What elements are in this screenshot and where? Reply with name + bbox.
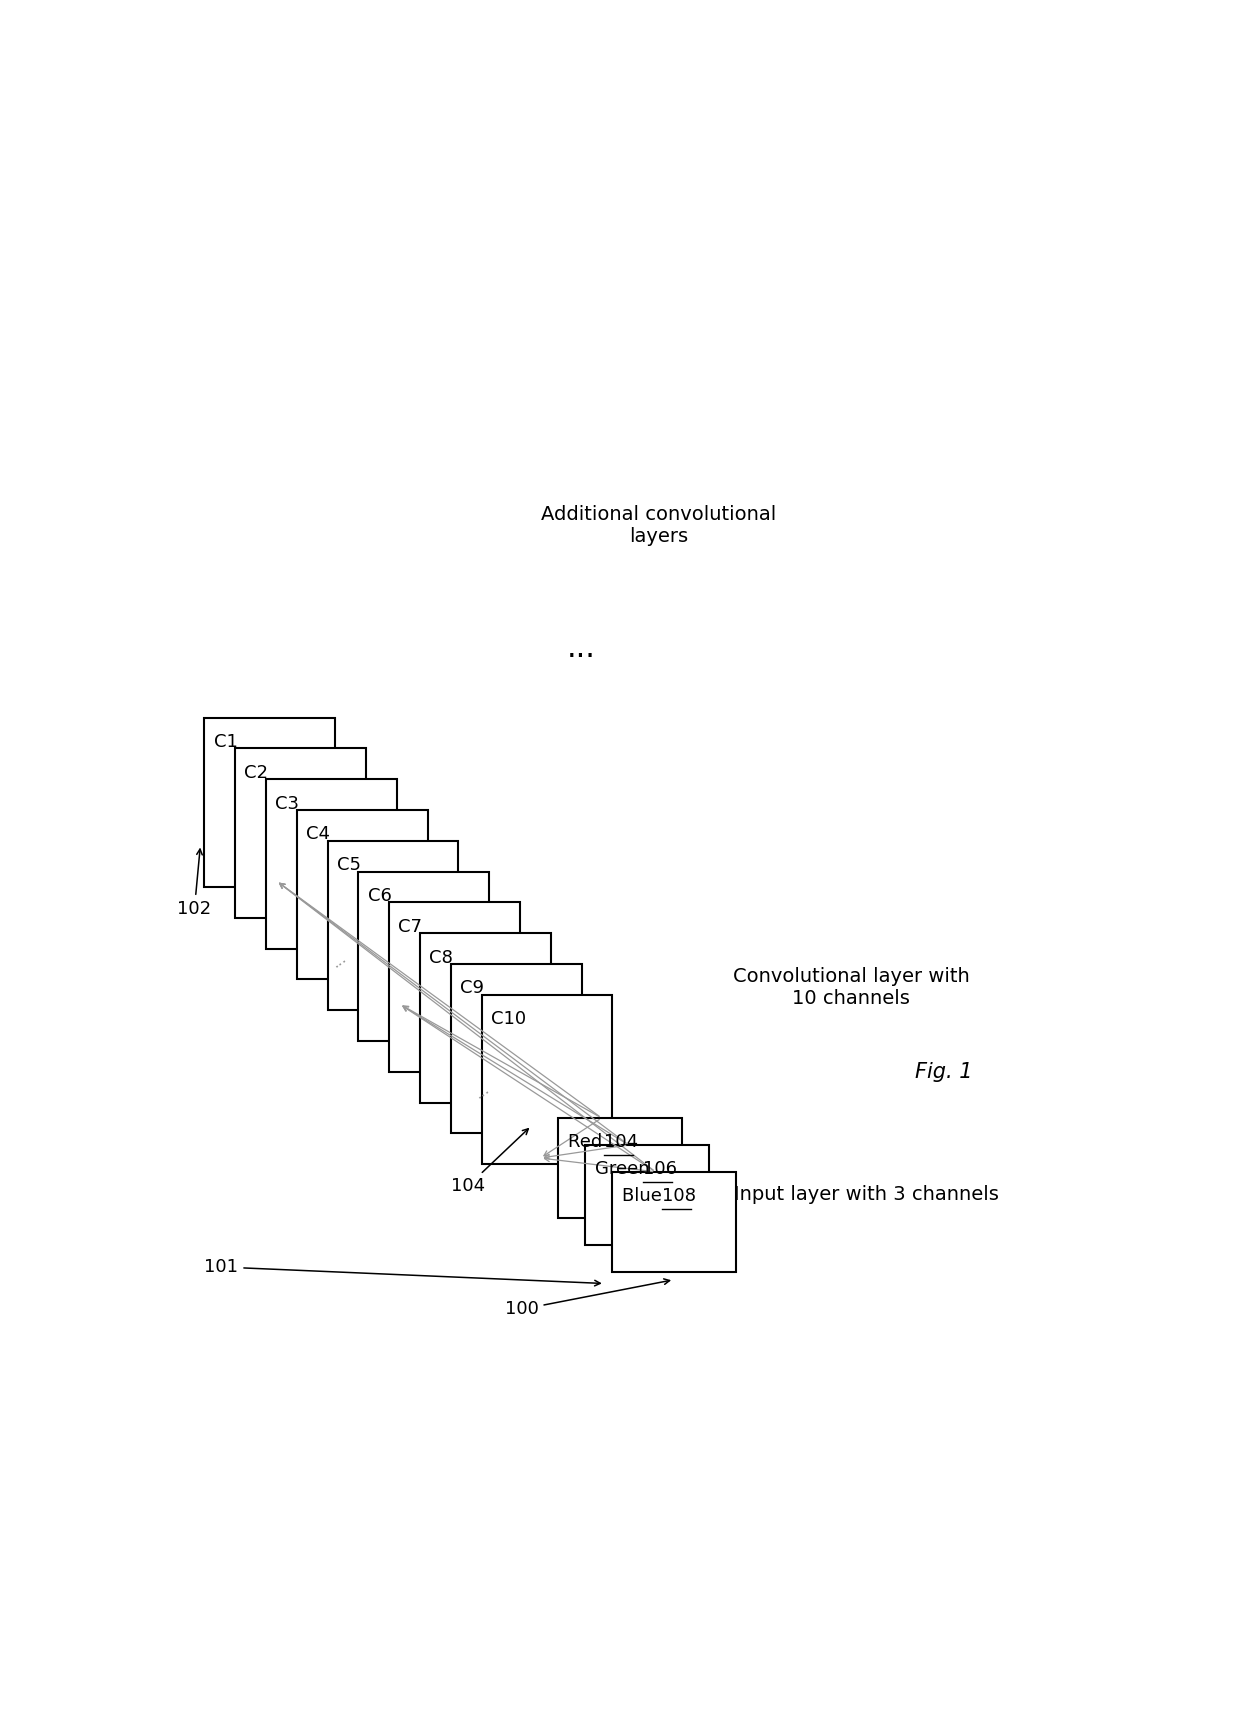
Text: C6: C6 [367,887,392,906]
Bar [613,1173,735,1271]
Text: C3: C3 [275,795,299,812]
Text: 101: 101 [205,1257,600,1285]
Bar [265,779,397,949]
Text: ...: ... [567,634,596,663]
Text: C4: C4 [306,826,330,843]
Bar [296,811,428,979]
Text: C7: C7 [398,918,423,935]
Text: C9: C9 [460,979,484,998]
Text: Fig. 1: Fig. 1 [915,1062,972,1082]
Bar [358,871,490,1041]
Bar [327,840,459,1010]
Bar [558,1117,682,1218]
Text: C5: C5 [337,856,361,875]
Bar [389,902,520,1072]
Text: C2: C2 [244,764,268,781]
Text: Blue: Blue [621,1186,667,1205]
Text: 106: 106 [644,1160,677,1178]
Text: Green: Green [595,1160,655,1178]
Text: C8: C8 [429,949,453,966]
Text: Red: Red [568,1133,608,1152]
Bar [585,1145,708,1245]
Text: Convolutional layer with
10 channels: Convolutional layer with 10 channels [733,966,970,1008]
Text: ...: ... [329,949,350,970]
Bar [236,748,366,918]
Text: Input layer with 3 channels: Input layer with 3 channels [734,1185,999,1204]
Text: 102: 102 [177,849,212,918]
Bar [205,717,335,887]
Text: 104: 104 [450,1129,528,1195]
Text: ...: ... [471,1081,492,1102]
Bar [420,934,551,1103]
Text: C10: C10 [491,1010,526,1029]
Text: 100: 100 [505,1278,670,1318]
Text: 104: 104 [604,1133,639,1152]
Text: Additional convolutional
layers: Additional convolutional layers [541,504,776,546]
Bar [481,994,613,1164]
Text: 108: 108 [662,1186,696,1205]
Bar [450,965,582,1133]
Text: C1: C1 [213,733,237,752]
